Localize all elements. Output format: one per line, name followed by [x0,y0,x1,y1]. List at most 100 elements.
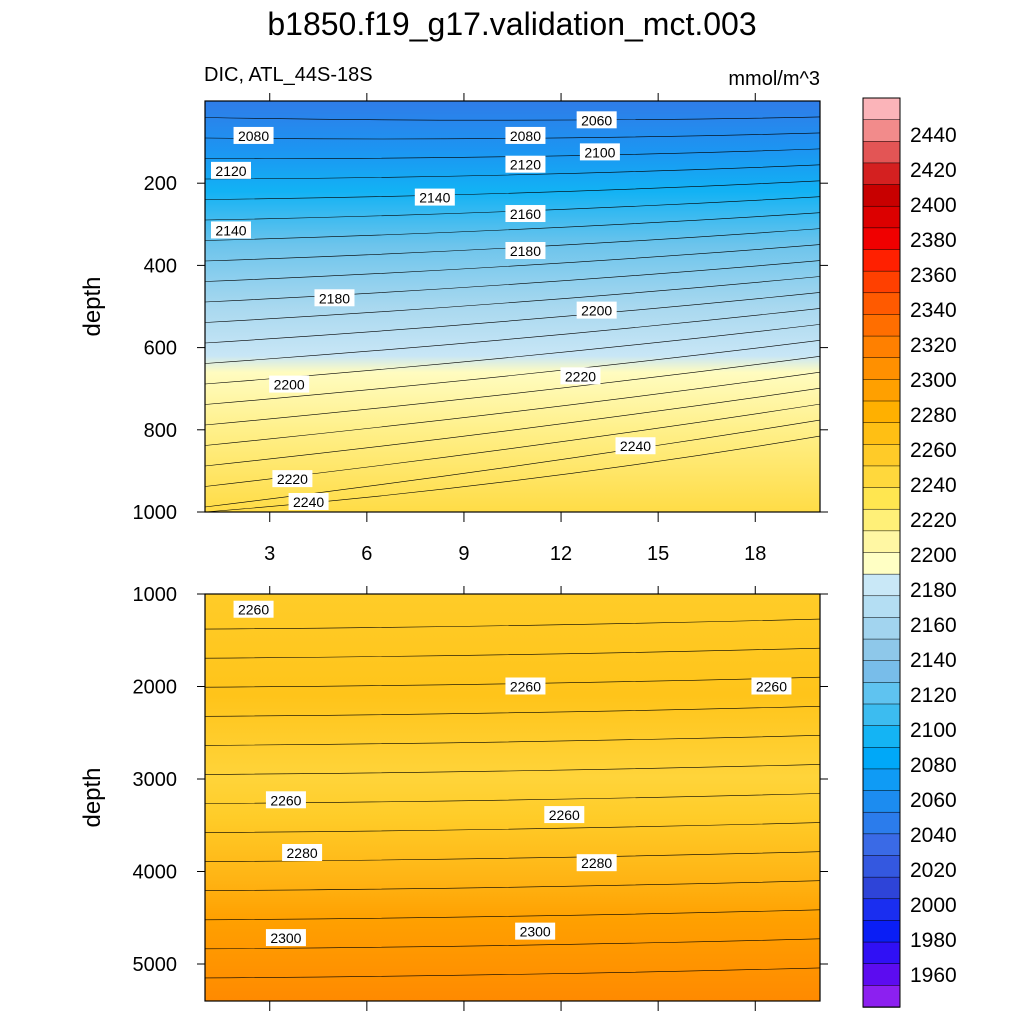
colorbar-swatch [862,855,901,878]
colorbar-swatch [862,920,901,943]
colorbar-label: 2060 [910,789,957,812]
contour-line [204,116,821,121]
colorbar-label: 2280 [910,404,957,427]
colorbar-label: 2420 [910,159,957,182]
colorbar: 2440 2420 2400 2380 2360 2340 2320 2300 2280 2260… [862,97,957,1008]
colorbar-swatch [862,963,901,987]
colorbar-swatch [862,292,901,316]
colorbar-swatch [862,898,901,922]
contour-line [204,735,821,746]
contour-label: 2060 [581,112,612,128]
colorbar-frame [862,97,901,1008]
colorbar-swatch [862,444,901,467]
contour-label-box [505,242,546,260]
contour-label: 2160 [510,206,541,222]
contour-line [204,164,821,180]
colorbar-swatch [862,227,901,251]
contour-label-box [615,437,656,455]
contour-label: 2080 [510,128,541,144]
contour-label-box [515,922,556,940]
contour-line [204,618,821,630]
colorbar-label: 2160 [910,614,957,637]
colorbar-label: 2320 [910,334,957,357]
contour-label-box [233,126,274,144]
x-tick-label: 9 [458,543,469,565]
colorbar-swatch [862,249,901,272]
contour-label: 2260 [756,679,787,695]
x-tick-label: 3 [264,543,275,565]
colorbar-label: 2220 [910,509,957,532]
colorbar-swatch [862,617,901,640]
colorbar-label: 2360 [910,264,957,287]
contour-line [204,371,821,446]
colorbar-swatch [862,660,901,684]
contour-label-box [288,493,329,510]
contour-line [204,355,821,426]
contour-label: 2260 [549,807,580,823]
colorbar-swatch [862,811,901,835]
y-tick-label: 4000 [133,862,178,884]
contour-label: 2100 [584,144,615,160]
colorbar-swatch [862,357,901,381]
contour-label-box [505,126,546,144]
contour-label-box [544,806,585,824]
colorbar-swatch [862,747,901,770]
colorbar-swatch [862,703,901,727]
colorbar-swatch [862,465,901,489]
colorbar-swatch [862,335,901,359]
contour-label-box [576,301,617,319]
contour-label-box [579,143,620,161]
contour-label: 2120 [215,163,246,179]
colorbar-swatch [862,270,901,294]
colorbar-label: 2260 [910,439,957,462]
contour-label: 2180 [510,243,541,259]
units-label: mmol/m^3 [728,68,820,90]
contour-label-box [560,367,601,385]
contour-line [204,647,821,659]
contour-line [204,967,821,979]
colorbar-swatch [862,595,901,619]
contour-line [204,180,821,200]
colorbar-swatch [862,400,901,424]
contour-line [204,938,821,950]
colorbar-swatch [862,638,901,662]
contour-label: 2140 [419,190,450,206]
colorbar-swatch [862,941,901,965]
colorbar-swatch [862,985,901,1008]
contour-label-box [505,205,546,223]
colorbar-label: 2340 [910,299,957,322]
colorbar-label: 2140 [910,649,957,672]
contour-label: 2200 [581,303,612,319]
contour-label-box [211,161,251,179]
contour-label: 2120 [510,157,541,173]
contour-label-box [751,677,792,695]
contour-label: 2280 [581,855,612,871]
colorbar-swatch [862,833,901,857]
colorbar-swatch [862,97,901,121]
colorbar-swatch [862,141,901,164]
plot-frame [204,593,821,1002]
contour-label-box [265,791,306,809]
contour-panel-lower: 2260 2260 2260 2260 2260 2280 2280 2300 2300 1000… [79,584,828,1011]
contour-line [204,276,821,323]
colorbar-label: 2100 [910,719,957,742]
colorbar-label: 2040 [910,824,957,847]
contour-line [204,764,821,775]
y-tick-label: 200 [144,173,177,195]
y-tick-label: 1000 [133,502,178,524]
colorbar-swatch [862,119,901,143]
y-tick-label: 3000 [133,769,178,791]
contour-line [204,909,821,921]
x-tick-label: 6 [361,543,372,565]
contour-label-box [576,111,617,129]
contour-label-box [505,155,546,173]
variable-region-label: DIC, ATL_44S-18S [204,64,373,86]
colorbar-swatch [862,487,901,510]
contour-label: 2220 [565,368,596,384]
contour-label-box [211,221,251,239]
contour-field [205,594,820,1001]
contour-label-box [269,375,310,393]
colorbar-swatch [862,876,901,900]
colorbar-label: 1960 [910,964,957,987]
colorbar-swatch [862,530,901,554]
